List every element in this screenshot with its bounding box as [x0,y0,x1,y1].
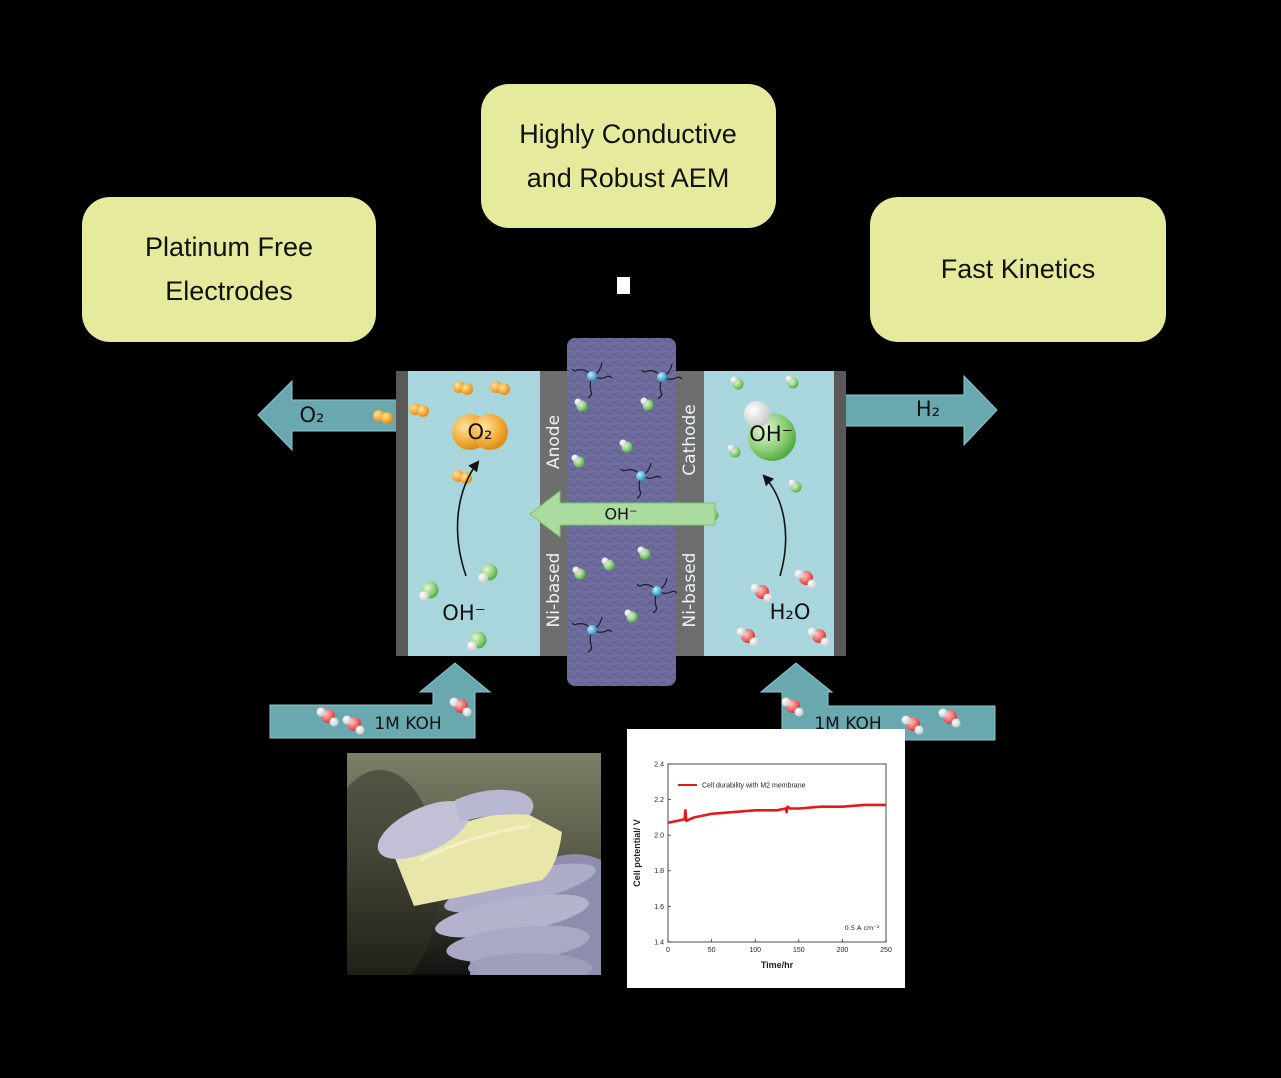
cathode-reaction-arrow [762,474,787,577]
y-tick-label: 2.2 [654,797,664,804]
feature-box-kinetics: Fast Kinetics [870,197,1166,342]
hydrogen-outlet-label: H₂ [916,397,940,421]
y-tick-label: 1.4 [654,939,664,946]
glove-finger [446,925,590,963]
anode-reaction-arrow [456,460,480,577]
membrane-photo [347,753,601,975]
chart-plot-area: 1.4 1.6 1.8 2.0 2.2 2.4 0 50 100 150 200 250 Cell du… [632,761,892,970]
chart-background [627,729,905,988]
small-marker [617,277,630,294]
x-axis-label: Time/hr [761,960,794,970]
hydroxide-transport-label: OH⁻ [604,505,637,524]
anode-chamber-molecules: O₂ OH⁻ [373,381,510,651]
oxygen-outlet-label: O₂ [300,403,325,427]
chart-annotation: 0.5 A cm⁻² [845,924,880,932]
feature-electrodes-line1: Platinum Free [145,232,313,262]
legend-label: Cell durability with M2 membrane [702,783,806,790]
y-tick-label: 1.8 [654,868,664,875]
y-tick-label: 2.4 [654,761,664,768]
feature-box-electrodes: Platinum Free Electrodes [82,197,376,342]
y-tick-label: 1.6 [654,904,664,911]
glove-thumb [377,800,471,860]
y-axis-label: Cell potential/ V [632,819,642,887]
anode-reactant-label: OH⁻ [442,601,485,625]
anode-end-plate [396,371,408,656]
glove-finger [468,953,592,975]
anode-koh-inlet-arrow: 1M KOH [269,662,492,739]
cathode-label: Cathode [680,404,700,475]
feature-kinetics-line1: Fast Kinetics [941,254,1096,284]
x-tick-label: 0 [666,947,670,954]
x-tick-label: 200 [837,947,849,954]
feature-electrodes-line2: Electrodes [165,276,293,306]
x-tick-label: 50 [708,947,716,954]
electrolyzer-cell: Anode Ni-based Cathode Ni-based [396,338,846,686]
hydroxide-transport-arrow: OH⁻ [529,489,716,539]
feature-box-membrane: Highly Conductive and Robust AEM [481,84,776,228]
cathode-chamber-molecules: OH⁻ H₂O [705,375,830,647]
chart-frame [667,763,887,943]
durability-chart: 1.4 1.6 1.8 2.0 2.2 2.4 0 50 100 150 200 250 Cell du… [627,729,905,988]
anode-label: Anode [544,415,564,469]
cathode-koh-inlet-arrow: 1M KOH [759,662,996,741]
x-tick-label: 250 [880,947,892,954]
glove-upper-finger [455,789,534,822]
glove-finger [435,894,589,938]
cathode-reactant-label: H₂O [770,600,811,624]
feature-membrane-line1: Highly Conductive [519,119,737,149]
y-tick-label: 2.0 [654,833,664,840]
glove-finger [444,863,596,913]
anode-material-label: Ni-based [544,553,564,628]
cathode-material-label: Ni-based [680,553,700,628]
series-line-cell-durability [667,803,886,824]
hydrogen-outlet-arrow: H₂ [832,374,998,447]
x-tick-label: 150 [793,947,805,954]
hydroxide-product-ion: OH⁻ [744,401,796,461]
x-tick-label: 100 [749,947,761,954]
oxygen-product-molecule: O₂ [452,414,508,450]
oxygen-product-label: O₂ [468,420,493,444]
feature-membrane-line2: and Robust AEM [527,163,730,193]
hydroxide-product-label: OH⁻ [749,422,792,446]
cathode-end-plate [834,371,846,656]
anode-inlet-label: 1M KOH [374,714,441,734]
